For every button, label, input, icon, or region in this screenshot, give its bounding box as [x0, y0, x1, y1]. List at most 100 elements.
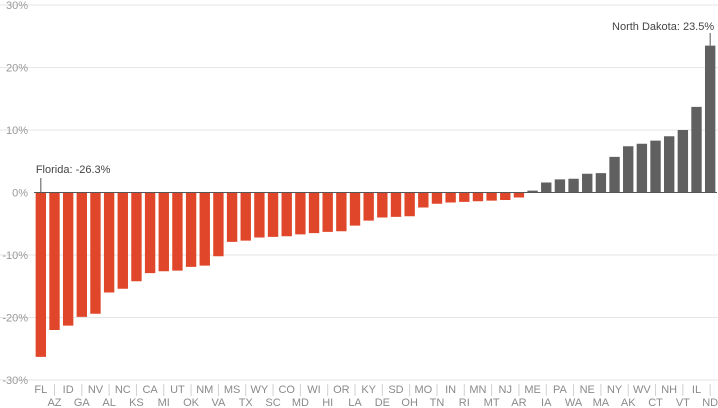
y-tick-label: 0%	[12, 188, 28, 200]
bar-il	[691, 106, 702, 193]
y-tick-label: -10%	[2, 250, 28, 262]
bar-pa	[554, 179, 566, 193]
x-tick-label: DE	[375, 397, 390, 408]
bar-va	[213, 192, 224, 257]
bar-me	[527, 190, 538, 193]
x-tick-label: KS	[129, 397, 144, 408]
bar-ak	[623, 146, 634, 193]
bar-oh	[404, 192, 415, 217]
bar-ny	[609, 156, 620, 193]
bar-tn	[431, 192, 443, 204]
bar-az	[49, 192, 60, 330]
bar-or	[336, 192, 347, 232]
bar-ca	[144, 192, 156, 274]
bar-wi	[308, 192, 320, 234]
y-tick-label: -20%	[2, 313, 28, 325]
x-tick-label: NV	[88, 384, 104, 396]
x-tick-label: IA	[541, 397, 552, 408]
bar-wv	[636, 143, 648, 193]
bar-tx	[240, 192, 251, 241]
bar-mn	[472, 192, 484, 202]
x-tick-label: IL	[692, 384, 701, 396]
x-tick-label: MS	[224, 384, 241, 396]
x-tick-label: OK	[183, 397, 200, 408]
bar-ri	[459, 192, 470, 202]
x-tick-label: MN	[469, 384, 486, 396]
bar-in	[445, 192, 456, 203]
bar-wa	[568, 178, 579, 193]
x-tick-label: MO	[414, 384, 432, 396]
x-tick-label: RI	[459, 397, 470, 408]
annotation-label: North Dakota: 23.5%	[612, 21, 714, 33]
bar-co	[281, 192, 292, 237]
annotations: Florida: -26.3% North Dakota: 23.5%	[36, 21, 714, 193]
x-tick-label: AL	[102, 397, 115, 408]
bar-wy	[254, 192, 265, 238]
bar-ar	[513, 192, 525, 198]
x-tick-label: WA	[565, 397, 583, 408]
bar-ia	[541, 182, 552, 193]
x-tick-label: VA	[211, 397, 226, 408]
y-tick-label: 10%	[6, 125, 28, 137]
bar-ne	[582, 173, 593, 193]
x-tick-label: OH	[401, 397, 418, 408]
bar-ks	[131, 192, 142, 282]
bar-ut	[172, 192, 183, 271]
x-tick-label: OR	[333, 384, 350, 396]
x-tick-label: WY	[251, 384, 269, 396]
x-tick-label: NH	[661, 384, 677, 396]
bar-vt	[677, 130, 689, 193]
x-tick-label: MA	[593, 397, 610, 408]
bar-ma	[595, 173, 607, 193]
x-tick-label: LA	[348, 397, 362, 408]
x-tick-label: TX	[239, 397, 254, 408]
bars	[35, 45, 716, 357]
bar-id	[62, 192, 74, 326]
x-tick-label: NC	[115, 384, 131, 396]
bar-nh	[664, 136, 675, 193]
x-tick-label: CO	[278, 384, 295, 396]
bar-nd	[704, 45, 716, 193]
x-tick-label: ND	[702, 397, 718, 408]
bar-mt	[486, 192, 497, 201]
x-tick-label: SD	[388, 384, 403, 396]
x-tick-label: HI	[322, 397, 333, 408]
bar-hi	[322, 192, 333, 232]
x-tick-label: MI	[158, 397, 170, 408]
x-tick-label: FL	[34, 384, 47, 396]
x-tick-label: TN	[430, 397, 445, 408]
x-tick-label: NJ	[499, 384, 512, 396]
x-tick-label: AR	[511, 397, 526, 408]
annotation-label: Florida: -26.3%	[36, 164, 111, 176]
x-tick-label: NY	[607, 384, 623, 396]
y-axis-tick-labels: -30% -20% -10% 0% 10% 20% 30%	[2, 0, 28, 387]
y-tick-label: 30%	[6, 0, 28, 12]
bar-ms	[226, 192, 238, 242]
x-tick-label: IN	[445, 384, 456, 396]
x-tick-label: MT	[484, 397, 500, 408]
bar-de	[377, 192, 388, 218]
bar-nj	[500, 192, 511, 200]
x-tick-label: ME	[524, 384, 541, 396]
x-tick-label: WV	[633, 384, 651, 396]
bar-nm	[199, 192, 210, 266]
bar-ok	[185, 192, 197, 267]
y-tick-label: 20%	[6, 63, 28, 75]
x-tick-label: CT	[648, 397, 663, 408]
y-tick-label: -30%	[2, 375, 28, 387]
x-tick-label: ID	[63, 384, 74, 396]
bar-nc	[117, 192, 128, 289]
x-tick-label: NE	[580, 384, 595, 396]
bar-ky	[363, 192, 374, 221]
bar-la	[349, 192, 361, 226]
bar-fl	[35, 192, 47, 357]
x-tick-label: MD	[292, 397, 309, 408]
x-tick-label: AZ	[47, 397, 61, 408]
bar-al	[103, 192, 115, 293]
x-tick-label: WI	[307, 384, 320, 396]
x-tick-label: SC	[265, 397, 280, 408]
bar-sc	[267, 192, 279, 237]
x-tick-label: AK	[621, 397, 636, 408]
bar-mo	[418, 192, 429, 208]
x-tick-label: KY	[361, 384, 376, 396]
